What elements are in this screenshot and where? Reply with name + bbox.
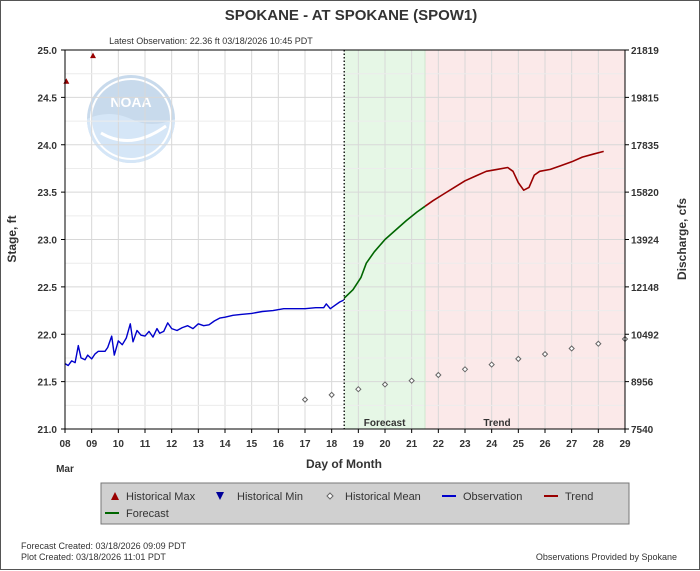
historical-mean-point <box>301 396 309 403</box>
legend-observation: Observation <box>463 491 522 503</box>
trend-region-label: Trend <box>483 418 510 429</box>
legend-historical-mean: Historical Mean <box>345 491 421 503</box>
legend-forecast: Forecast <box>126 508 169 520</box>
x-tick-label: 24 <box>486 439 498 450</box>
month-label: Mar <box>56 464 74 475</box>
y-tick-label: 22.0 <box>38 330 58 341</box>
y-tick-label: 21.0 <box>38 425 58 436</box>
x-tick-label: 28 <box>593 439 605 450</box>
x-tick-label: 09 <box>86 439 98 450</box>
historical-mean-point <box>408 377 415 384</box>
noaa-logo-watermark: NOAA <box>87 75 175 163</box>
x-tick-label: 20 <box>379 439 391 450</box>
x-tick-label: 18 <box>326 439 338 450</box>
x-tick-label: 22 <box>433 439 445 450</box>
forecast-region-label: Forecast <box>364 418 406 429</box>
plot-created-text: Plot Created: 03/18/2026 11:01 PDT <box>21 552 166 562</box>
x-tick-label: 17 <box>299 439 311 450</box>
y2-tick-label: 8956 <box>631 378 654 389</box>
chart-title: SPOKANE - AT SPOKANE (SPOW1) <box>225 7 478 24</box>
y2-tick-label: 21819 <box>631 46 659 57</box>
y2-tick-label: 15820 <box>631 188 659 199</box>
y-tick-label: 24.5 <box>38 93 58 104</box>
y2-tick-label: 12148 <box>631 283 659 294</box>
y2-tick-label: 10492 <box>631 330 659 341</box>
historical-mean-point <box>488 361 495 368</box>
legend: Historical Max Historical Min Historical… <box>100 482 630 525</box>
y2-tick-label: 13924 <box>631 236 659 247</box>
x-tick-label: 14 <box>219 439 231 450</box>
historical-mean-point <box>381 381 389 388</box>
legend-box <box>100 482 630 525</box>
x-tick-label: 25 <box>513 439 525 450</box>
historical-max-point <box>63 78 70 84</box>
legend-trend: Trend <box>565 491 593 503</box>
y-axis-title: Stage, ft <box>5 215 19 262</box>
x-tick-label: 12 <box>166 439 178 450</box>
historical-mean-point <box>541 350 549 358</box>
legend-historical-max: Historical Max <box>126 491 196 503</box>
forecast-created-text: Forecast Created: 03/18/2026 09:09 PDT <box>21 541 187 551</box>
x-axis-title: Day of Month <box>306 457 382 471</box>
forecast-series-line <box>343 205 426 299</box>
y2-tick-label: 17835 <box>631 141 659 152</box>
historical-max-icon <box>111 492 119 500</box>
historical-mean-point <box>461 366 469 373</box>
x-tick-label: 29 <box>619 439 631 450</box>
y2-axis-title: Discharge, cfs <box>675 198 689 280</box>
historical-max-point <box>90 52 96 59</box>
x-tick-label: 16 <box>273 439 285 450</box>
x-tick-label: 13 <box>193 439 205 450</box>
x-tick-label: 11 <box>140 439 151 450</box>
y2-tick-label: 7540 <box>631 425 654 436</box>
provided-by-text: Observations Provided by Spokane <box>536 552 677 562</box>
y-tick-label: 24.0 <box>38 141 58 152</box>
historical-mean-point <box>568 345 575 352</box>
x-tick-label: 15 <box>246 439 258 450</box>
historical-mean-point <box>515 355 522 363</box>
historical-mean-icon <box>326 492 334 500</box>
historical-mean-point <box>595 340 602 347</box>
x-tick-label: 21 <box>406 439 418 450</box>
historical-mean-point <box>435 371 442 379</box>
x-tick-label: 08 <box>59 439 71 450</box>
x-tick-label: 10 <box>113 439 125 450</box>
y-tick-label: 21.5 <box>38 378 58 389</box>
x-tick-label: 26 <box>539 439 551 450</box>
y-tick-label: 22.5 <box>38 283 58 294</box>
historical-mean-point <box>328 391 335 399</box>
x-tick-label: 19 <box>353 439 365 450</box>
historical-min-icon <box>216 492 224 500</box>
noaa-logo-text: NOAA <box>110 94 151 110</box>
y-tick-label: 23.0 <box>38 236 58 247</box>
observation-series-line <box>64 299 345 367</box>
y-tick-label: 23.5 <box>38 188 58 199</box>
historical-mean-point <box>355 385 362 393</box>
x-tick-label: 27 <box>566 439 578 450</box>
y2-tick-label: 19815 <box>631 93 659 104</box>
trend-series-line <box>424 150 604 207</box>
y-tick-label: 25.0 <box>38 46 58 57</box>
x-tick-label: 23 <box>459 439 471 450</box>
legend-historical-min: Historical Min <box>237 491 303 503</box>
latest-observation: Latest Observation: 22.36 ft 03/18/2026 … <box>109 36 313 46</box>
